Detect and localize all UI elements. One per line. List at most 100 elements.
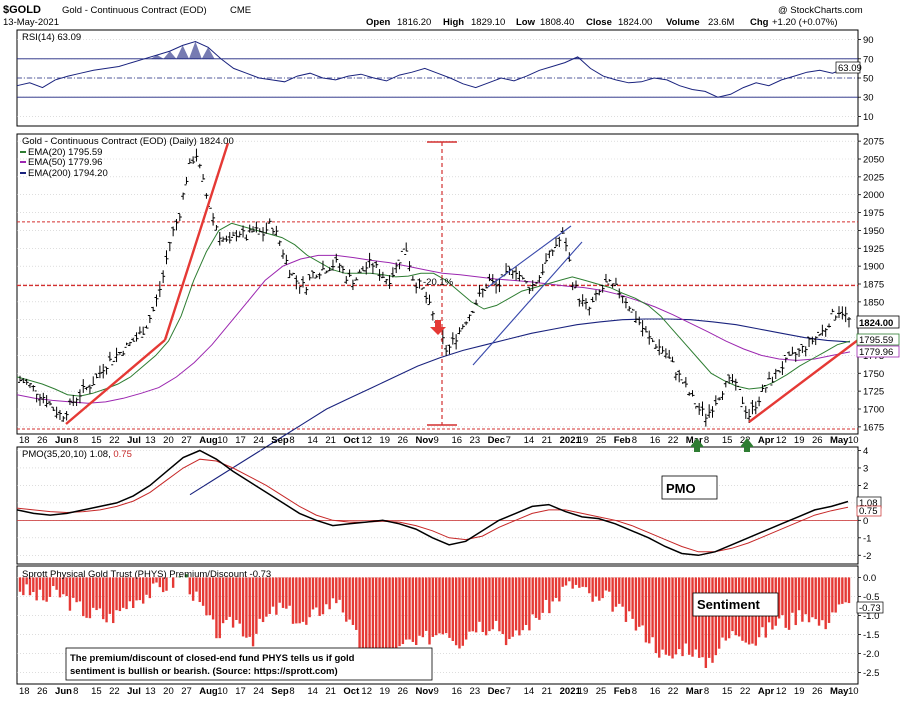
date-tick-label: 18 [19, 686, 30, 697]
sentiment-label-box: Sentiment [693, 593, 778, 616]
phys-bar [245, 577, 247, 637]
phys-bar [648, 577, 650, 643]
phys-bar [785, 577, 787, 627]
close-value: 1824.00 [618, 17, 652, 28]
price-tick-label: 2050 [863, 155, 884, 166]
phys-bar [561, 577, 563, 586]
phys-bar [115, 577, 117, 610]
phys-bar [502, 577, 504, 634]
phys-bar [575, 577, 577, 585]
phys-bar [492, 577, 494, 629]
phys-bar [395, 577, 397, 659]
date-tick-label: 21 [325, 435, 336, 446]
date-tick-label: 14 [524, 686, 535, 697]
date-tick-label: 12 [361, 435, 372, 446]
svg-text:-0.73: -0.73 [859, 603, 881, 614]
phys-bar [565, 577, 567, 585]
phys-value-tag: -0.73 [857, 602, 883, 614]
phys-bar [518, 577, 520, 635]
phys-bar [625, 577, 627, 622]
phys-bar [255, 577, 257, 633]
phys-bar [79, 577, 81, 601]
phys-bar [225, 577, 227, 620]
high-value: 1829.10 [471, 17, 505, 28]
phys-bar [532, 577, 534, 614]
exchange-label: CME [230, 5, 251, 16]
date-tick-label: 27 [181, 686, 192, 697]
phys-bar [335, 577, 337, 603]
phys-bar [199, 577, 201, 602]
phys-bar [252, 577, 254, 646]
phys-note-box: The premium/discount of closed-end fund … [66, 648, 432, 680]
phys-bar [328, 577, 330, 609]
phys-bar [841, 577, 843, 603]
phys-bar [791, 577, 793, 612]
phys-bar [442, 577, 444, 634]
low-value: 1808.40 [540, 17, 574, 28]
phys-bar [681, 577, 683, 656]
phys-bar [102, 577, 104, 619]
phys-bar [781, 577, 783, 615]
phys-bar [458, 577, 460, 648]
date-tick-label: Mar [686, 686, 703, 697]
phys-bar [325, 577, 327, 604]
phys-bar [19, 577, 21, 591]
phys-bar [548, 577, 550, 613]
phys-bar [105, 577, 107, 622]
phys-bar [641, 577, 643, 625]
date-tick-label: 17 [235, 686, 246, 697]
date-tick-label: Nov [415, 435, 434, 446]
phys-bar [495, 577, 497, 620]
date-tick-label: May [830, 686, 849, 697]
phys-bar [425, 577, 427, 630]
phys-bar [415, 577, 417, 645]
phys-bar [348, 577, 350, 619]
phys-bar [202, 577, 204, 605]
date-tick-label: 8 [73, 435, 78, 446]
date-tick-label: 8 [73, 686, 78, 697]
phys-bar [438, 577, 440, 633]
phys-bar [69, 577, 71, 610]
phys-bar [571, 577, 573, 588]
phys-bar [405, 577, 407, 639]
phys-bar [398, 577, 400, 646]
date-tick-label: 8 [289, 435, 294, 446]
phys-tick-label: 0.0 [863, 573, 876, 584]
date-tick-label: 21 [542, 686, 553, 697]
date-tick-label: 23 [470, 435, 481, 446]
date-tick-label: 25 [596, 435, 607, 446]
date-tick-label: 19 [379, 686, 390, 697]
high-label: High [443, 17, 464, 28]
date-tick-label: Dec [488, 435, 505, 446]
phys-bar [308, 577, 310, 617]
date-tick-label: Sep [271, 686, 289, 697]
phys-tick-label: -2.0 [863, 649, 879, 660]
date-tick-label: 19 [578, 435, 589, 446]
date-tick-label: 12 [361, 686, 372, 697]
date-tick-label: Dec [488, 686, 505, 697]
phys-bar [432, 577, 434, 636]
price-tick-label: 1700 [863, 405, 884, 416]
rsi-current-tag: 63.09 [836, 62, 862, 74]
date-tick-label: 8 [632, 686, 637, 697]
price-tick-label: 1675 [863, 422, 884, 433]
date-tick-label: 16 [650, 686, 661, 697]
pmo-tick-label: 3 [863, 463, 868, 474]
phys-bar [555, 577, 557, 598]
phys-bar [355, 577, 357, 630]
date-tick-label: 27 [181, 435, 192, 446]
phys-bar [711, 577, 713, 662]
date-tick-label: 19 [379, 435, 390, 446]
ema20-price-tag: 1795.59 [857, 334, 899, 346]
phys-bar [811, 577, 813, 617]
date-tick-label: Jul [127, 686, 141, 697]
phys-bar [844, 577, 846, 602]
phys-bar [558, 577, 560, 601]
watermark: @ StockCharts.com [778, 5, 863, 16]
phys-bar [515, 577, 517, 630]
phys-bar [671, 577, 673, 658]
date-tick-label: 19 [794, 435, 805, 446]
phys-bar [142, 577, 144, 603]
phys-bar [365, 577, 367, 650]
volume-label: Volume [666, 17, 700, 28]
